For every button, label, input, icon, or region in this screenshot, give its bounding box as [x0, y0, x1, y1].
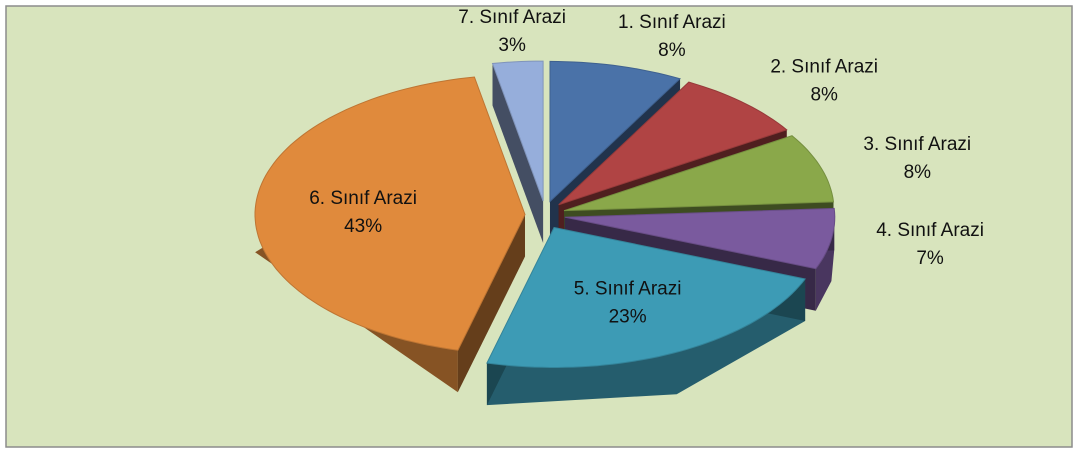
slice-side	[486, 279, 806, 406]
slice	[254, 76, 526, 351]
slice	[491, 60, 544, 202]
category-label: 2. Sınıf Arazi	[770, 56, 878, 77]
category-label: 7. Sınıf Arazi	[458, 7, 566, 28]
category-label: 3. Sınıf Arazi	[863, 134, 971, 155]
value-label: 3%	[498, 35, 526, 56]
slice	[558, 81, 788, 206]
slice	[563, 135, 835, 212]
slice	[564, 207, 836, 270]
value-label: 43%	[344, 216, 382, 237]
category-label: 6. Sınıf Arazi	[309, 188, 417, 209]
value-label: 8%	[904, 162, 932, 183]
slice	[486, 226, 806, 368]
slice-wall	[457, 214, 526, 393]
slice-wall	[492, 63, 544, 244]
value-label: 7%	[916, 248, 944, 269]
value-label: 23%	[609, 306, 647, 327]
category-label: 5. Sınıf Arazi	[574, 278, 682, 299]
category-label: 4. Sınıf Arazi	[876, 220, 984, 241]
slice	[549, 60, 681, 203]
category-label: 1. Sınıf Arazi	[618, 12, 726, 33]
value-label: 8%	[810, 84, 838, 105]
slice-side	[815, 208, 835, 311]
value-label: 8%	[658, 40, 686, 61]
